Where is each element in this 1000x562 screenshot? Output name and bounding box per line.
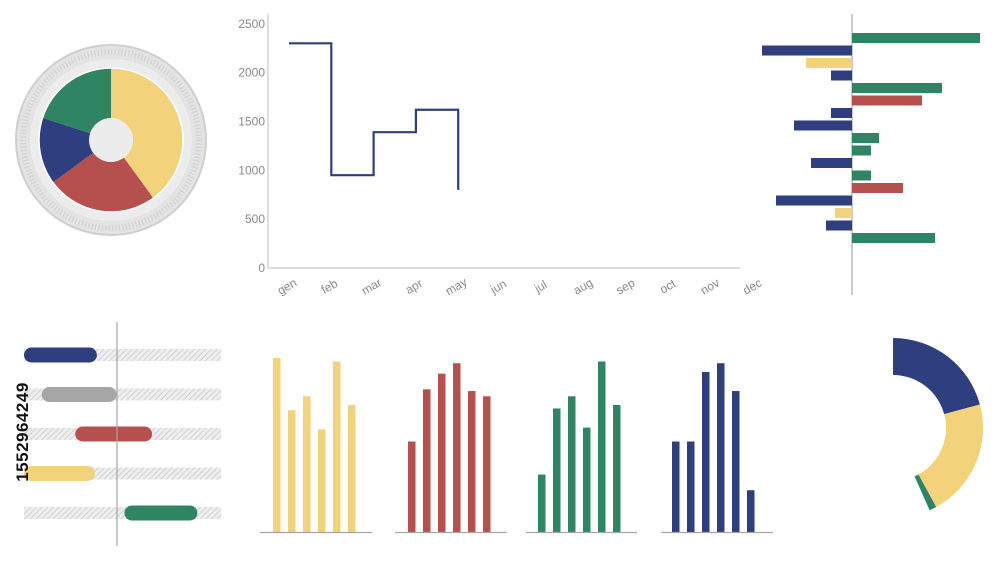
diverging-bar — [794, 120, 852, 131]
bar — [348, 404, 356, 532]
range-bar — [24, 466, 95, 481]
diverging-bar — [852, 33, 980, 43]
x-tick-label: jul — [531, 277, 549, 296]
bar — [732, 391, 740, 532]
bar — [288, 410, 296, 532]
bar — [702, 371, 710, 532]
bar — [687, 441, 695, 532]
side-identifier: 1552964249 — [5, 316, 41, 548]
x-tick-label: apr — [403, 276, 425, 297]
bar — [717, 363, 725, 532]
diverging-bar — [831, 108, 852, 118]
step-line-chart: 0 500 1000 1500 2000 2500 gen feb mar apr may jun ju… — [238, 14, 764, 298]
diverging-bar — [852, 145, 871, 156]
y-tick-label: 2500 — [238, 17, 265, 31]
bar — [583, 427, 591, 532]
diverging-bar — [762, 45, 852, 56]
bar — [423, 389, 431, 532]
y-tick-label: 1000 — [238, 163, 265, 177]
half-donut-slice-1 — [893, 338, 980, 415]
bar — [333, 361, 341, 532]
pie-slice-4 — [42, 68, 112, 134]
diverging-bar — [852, 95, 922, 106]
x-tick-label: dec — [740, 276, 764, 298]
bar — [408, 441, 416, 532]
bar — [553, 408, 561, 532]
donut-pie-chart — [15, 44, 207, 236]
bar — [273, 358, 281, 532]
bar — [568, 396, 576, 532]
pie-outline-ring — [38, 67, 184, 213]
yellow-bar-chart — [260, 358, 372, 534]
bar — [538, 474, 546, 532]
y-tick-label: 1500 — [238, 114, 265, 128]
diverging-bar — [852, 183, 903, 193]
bar — [672, 441, 680, 532]
pie-slice-1 — [111, 68, 184, 199]
side-identifier-text: 1552964249 — [13, 382, 32, 482]
green-bar-chart — [526, 361, 637, 534]
bar — [468, 391, 476, 532]
diverging-bar — [811, 158, 852, 168]
pie-slice-2 — [52, 152, 154, 212]
x-tick-label: may — [443, 275, 470, 298]
diverging-bar — [852, 170, 871, 181]
x-tick-label: oct — [657, 276, 678, 296]
bar — [453, 363, 461, 532]
red-bar-chart — [395, 363, 507, 534]
half-donut-slice-2 — [918, 404, 983, 507]
range-bar — [24, 347, 97, 363]
range-bar — [75, 426, 153, 442]
bar — [303, 396, 311, 532]
diverging-bar — [831, 70, 852, 81]
x-tick-label: mar — [359, 275, 384, 297]
diverging-bar — [852, 133, 879, 143]
half-donut-slice-3 — [914, 474, 937, 511]
x-tick-label: sep — [614, 275, 638, 297]
navy-bar-chart — [661, 363, 773, 534]
half-donut-chart — [893, 338, 983, 511]
x-tick-label: feb — [319, 276, 341, 297]
bar — [318, 429, 326, 532]
step-series-line — [289, 42, 460, 190]
bar — [598, 361, 606, 532]
x-tick-label: aug — [571, 275, 595, 297]
x-tick-label: nov — [698, 276, 722, 298]
range-bar — [124, 505, 198, 521]
pie-slice-3 — [39, 117, 94, 183]
y-tick-label: 2000 — [238, 66, 265, 80]
y-tick-label: 500 — [245, 212, 265, 226]
gauge-tick-ring — [20, 49, 202, 231]
diverging-bar-chart — [762, 14, 980, 295]
x-tick-label: jun — [487, 276, 509, 297]
bar — [613, 404, 621, 532]
range-bar-chart — [24, 322, 221, 546]
diverging-bar — [852, 83, 942, 93]
diverging-bar — [852, 233, 935, 243]
diverging-bar — [806, 58, 852, 68]
bar — [483, 396, 491, 532]
x-tick-label: gen — [275, 275, 299, 297]
y-tick-label: 0 — [258, 261, 265, 275]
diverging-bar — [826, 220, 852, 231]
bar — [438, 373, 446, 532]
diverging-bar — [776, 195, 852, 206]
range-bar — [41, 387, 117, 402]
diverging-bar — [835, 208, 852, 218]
bar — [747, 490, 755, 532]
